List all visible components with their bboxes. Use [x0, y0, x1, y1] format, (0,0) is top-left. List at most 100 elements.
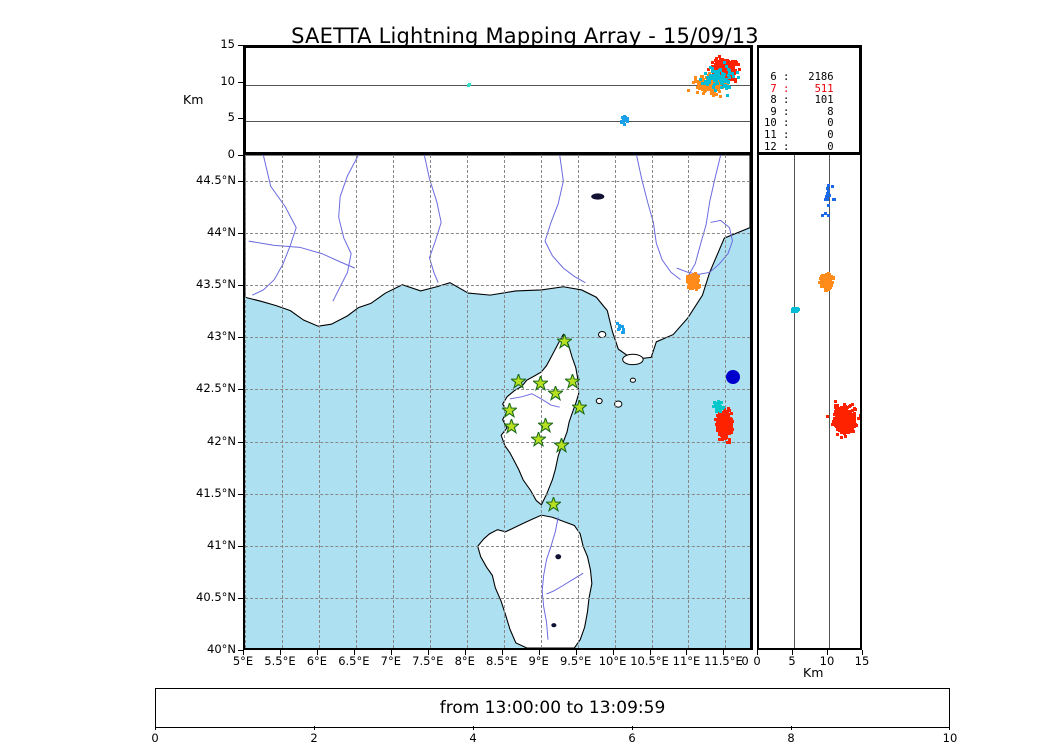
tick-mark	[538, 650, 540, 655]
lightning-source-point	[689, 284, 693, 288]
lma-station-marker	[546, 384, 565, 402]
lightning-source-point	[825, 191, 829, 195]
side-panel-x-tick: 5	[788, 654, 796, 668]
lightning-source-point	[718, 64, 722, 68]
lightning-source-point	[723, 70, 727, 73]
lightning-source-point	[728, 440, 732, 444]
lightning-source-point	[714, 61, 718, 65]
colorbar-tick-label: 0	[151, 731, 159, 745]
lightning-source-point	[826, 281, 830, 285]
lightning-source-point	[708, 72, 712, 76]
lightning-source-point	[717, 429, 721, 433]
lightning-source-point	[839, 414, 843, 418]
lightning-source-point	[853, 421, 857, 425]
lightning-source-point	[714, 88, 718, 92]
lightning-source-point	[733, 59, 737, 63]
colorbar-ticks: 0 2 4 6 8 10	[151, 726, 957, 747]
lightning-source-point	[837, 427, 841, 431]
lightning-source-point	[856, 416, 860, 420]
station-count-row: 12 : 0	[764, 140, 834, 153]
lightning-source-point	[617, 324, 621, 328]
gridline	[246, 121, 750, 123]
lightning-source-point	[845, 414, 849, 418]
lightning-source-point	[717, 69, 721, 73]
lightning-source-point	[717, 438, 721, 442]
lightning-source-point	[704, 79, 708, 83]
lightning-source-point	[727, 409, 731, 413]
lightning-source-point	[843, 432, 847, 436]
lightning-source-point	[706, 73, 710, 77]
coastline-map	[245, 155, 750, 648]
lightning-source-point	[700, 82, 704, 86]
lightning-source-point	[821, 278, 825, 282]
lightning-source-point	[712, 79, 716, 83]
colorbar[interactable]: from 13:00:00 to 13:09:59	[155, 688, 950, 728]
longitude-tick: 9.5°E	[559, 654, 592, 668]
tick-mark	[501, 650, 503, 655]
lightning-source-point	[836, 422, 840, 426]
lightning-source-point	[714, 57, 718, 61]
lightning-source-point	[722, 73, 726, 77]
lightning-source-point	[702, 79, 706, 83]
lightning-source-point	[725, 78, 729, 82]
lightning-source-point	[720, 86, 724, 90]
lightning-source-point	[722, 421, 726, 425]
lightning-source-point	[726, 81, 730, 85]
lightning-source-point	[723, 66, 727, 70]
lightning-source-point	[705, 86, 709, 90]
lightning-source-point	[711, 70, 715, 74]
lightning-source-point	[820, 280, 824, 284]
lightning-source-point	[725, 426, 729, 430]
lightning-source-point	[713, 91, 717, 95]
lightning-source-point	[850, 416, 854, 420]
lightning-source-point	[725, 431, 729, 435]
longitude-tick: 10°E	[598, 654, 627, 668]
lightning-source-point	[843, 402, 847, 406]
lightning-source-point	[738, 67, 742, 71]
lightning-source-point	[693, 281, 697, 285]
lightning-source-point	[825, 198, 829, 202]
lightning-source-point	[844, 408, 848, 412]
lightning-source-point	[722, 84, 726, 88]
lightning-source-point	[688, 279, 692, 283]
lightning-source-point	[852, 424, 856, 428]
gridline	[577, 155, 579, 648]
longitude-tick: 11°E	[672, 654, 701, 668]
lma-station-marker	[555, 332, 574, 350]
lightning-source-point	[729, 422, 733, 426]
lightning-source-point	[702, 85, 706, 89]
lightning-source-point	[835, 407, 839, 411]
lightning-source-point	[829, 277, 833, 281]
tick-mark	[238, 285, 243, 287]
station-count-list: 6 : 2186 7 : 511 8 : 101 9 : 8 10 : 0 11 :…	[764, 71, 834, 153]
side-panel-x-tick: 10	[819, 654, 835, 668]
lightning-source-point	[727, 59, 731, 63]
lightning-source-point	[707, 79, 711, 83]
lightning-source-point	[719, 417, 723, 421]
lightning-source-point	[710, 60, 714, 64]
lightning-source-point	[830, 185, 834, 189]
lightning-source-point	[618, 326, 622, 330]
lightning-source-point	[852, 429, 856, 433]
lightning-source-point	[695, 285, 699, 289]
lightning-source-point	[833, 197, 837, 201]
tick-mark	[353, 650, 355, 655]
lightning-source-point	[691, 286, 695, 290]
lightning-source-point	[850, 429, 854, 433]
lightning-source-point	[696, 279, 700, 283]
colorbar-tick-label: 10	[942, 731, 958, 745]
longitude-tick: 5°E	[232, 654, 254, 668]
lightning-source-point	[715, 424, 719, 428]
lightning-source-point	[621, 330, 625, 334]
lightning-source-point	[687, 282, 691, 286]
lightning-source-point	[819, 278, 823, 282]
lightning-source-point	[690, 280, 694, 284]
longitude-tick: 6.5°E	[338, 654, 370, 668]
lightning-source-point	[853, 418, 857, 422]
latitude-tick: 42.5°N	[196, 381, 236, 396]
lightning-source-point	[835, 432, 839, 436]
lightning-source-point	[725, 83, 729, 87]
lightning-source-point	[724, 434, 728, 438]
lightning-source-point	[721, 411, 724, 415]
lightning-source-point	[824, 197, 828, 201]
